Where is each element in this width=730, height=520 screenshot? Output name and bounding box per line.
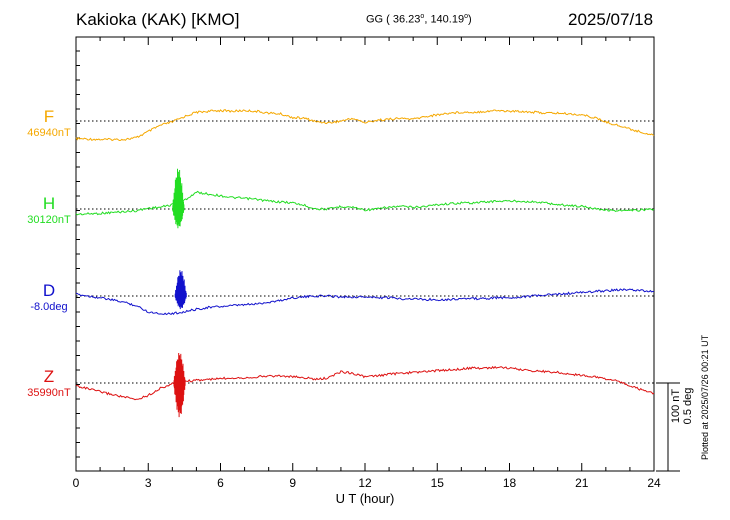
x-tick-label: 12 <box>358 476 372 490</box>
x-tick-labels: 0 3 6 9 12 15 18 21 24 <box>73 476 661 490</box>
scale-bar-label: 100 nT 0.5 deg <box>670 376 694 436</box>
burst-z <box>173 353 186 418</box>
component-label-d: D -8.0deg <box>14 281 84 313</box>
component-label-f: F 46940nT <box>14 107 84 139</box>
x-axis-label: U T (hour) <box>336 491 395 506</box>
x-tick-label: 24 <box>647 476 661 490</box>
x-tick-label: 18 <box>503 476 517 490</box>
series-lines <box>75 109 655 418</box>
station-title: Kakioka (KAK) [KMO] <box>76 10 240 29</box>
coord-mid: , 140.19 <box>424 13 465 26</box>
component-label-z: Z 35990nT <box>14 367 84 399</box>
burst-d <box>174 270 187 310</box>
series-line-f <box>75 109 655 142</box>
component-label-h: H 30120nT <box>14 194 84 226</box>
x-tick-label: 0 <box>73 476 80 490</box>
scale-nt: 100 nT <box>670 388 682 424</box>
coordinates-label: GG ( 36.23o, 140.19o) <box>366 13 472 26</box>
component-name: Z <box>43 367 55 386</box>
component-name: F <box>43 107 55 126</box>
scale-bar <box>656 382 680 472</box>
x-tick-label: 3 <box>145 476 152 490</box>
plot-frame <box>75 36 655 472</box>
baseline-value: 46940nT <box>27 127 71 139</box>
x-tick-label: 15 <box>431 476 445 490</box>
series-line-d <box>75 288 655 316</box>
x-tick-label: 21 <box>575 476 589 490</box>
coord-suffix: ) <box>468 13 472 26</box>
baseline-value: 35990nT <box>27 387 71 399</box>
burst-h <box>172 168 185 229</box>
series-line-h <box>75 190 655 216</box>
component-name: H <box>42 194 56 213</box>
axis-ticks <box>75 37 655 471</box>
date-label: 2025/07/18 <box>568 10 654 29</box>
x-tick-label: 9 <box>289 476 296 490</box>
baseline-value: 30120nT <box>27 214 71 226</box>
coord-prefix: GG ( 36.23 <box>366 13 421 26</box>
baseline-value: -8.0deg <box>30 301 68 313</box>
degree-mark: o <box>420 13 425 20</box>
scale-deg: 0.5 deg <box>682 387 694 425</box>
degree-mark: o <box>464 13 468 20</box>
component-name: D <box>42 281 56 300</box>
baselines <box>76 120 654 384</box>
plotted-timestamp: Plotted at 2025/07/26 00:21 UT <box>700 334 710 460</box>
x-tick-label: 6 <box>217 476 224 490</box>
series-line-z <box>75 365 655 401</box>
